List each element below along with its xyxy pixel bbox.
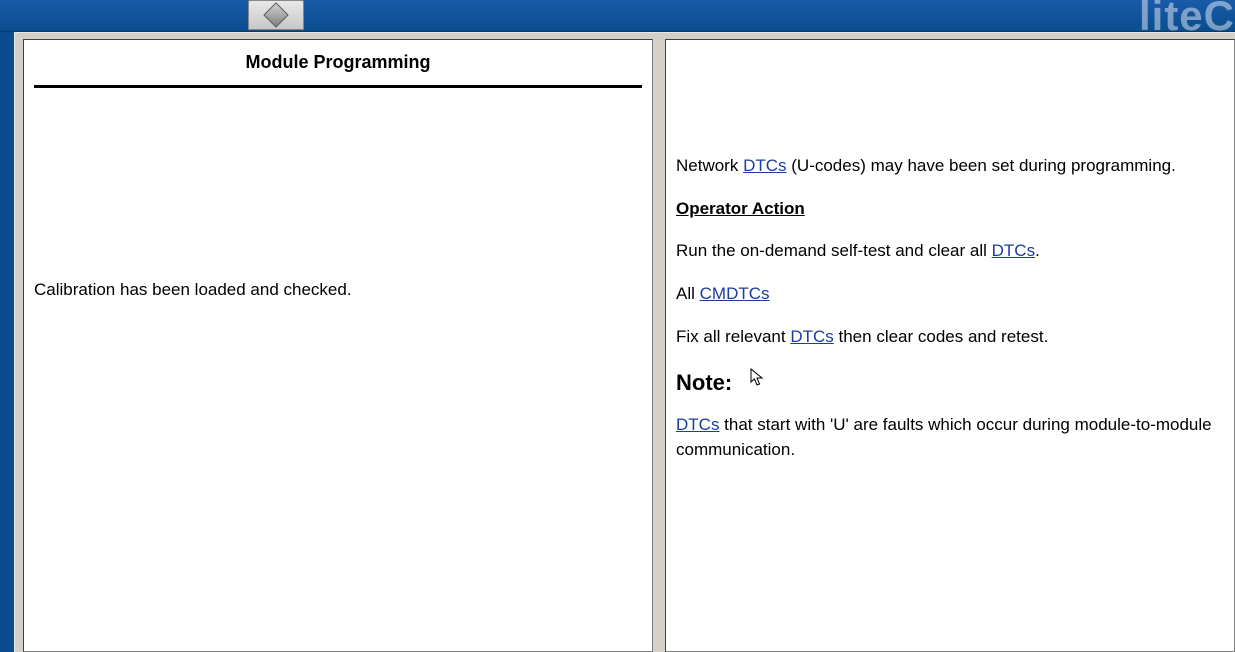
dtcs-link[interactable]: DTCs [790,327,833,346]
right-panel: Network DTCs (U-codes) may have been set… [665,39,1235,652]
text-fragment: All [676,284,700,303]
text-fragment: Fix all relevant [676,327,790,346]
right-content: Network DTCs (U-codes) may have been set… [676,52,1224,462]
network-dtcs-line: Network DTCs (U-codes) may have been set… [676,154,1224,179]
text-fragment: . [1035,241,1040,260]
text-fragment: then clear codes and retest. [834,327,1049,346]
toolbar-button[interactable] [248,0,304,30]
note-heading: Note: [676,367,1224,399]
cmdtcs-link[interactable]: CMDTCs [700,284,770,303]
operator-action-heading: Operator Action [676,197,805,222]
main-area: Module Programming Calibration has been … [14,32,1235,652]
panels-container: Module Programming Calibration has been … [23,39,1235,652]
title-divider [34,85,642,88]
dtcs-link[interactable]: DTCs [992,241,1035,260]
run-selftest-line: Run the on-demand self-test and clear al… [676,239,1224,264]
dtcs-link[interactable]: DTCs [676,415,719,434]
text-fragment: Run the on-demand self-test and clear al… [676,241,992,260]
text-fragment: Network [676,156,743,175]
diamond-icon [263,2,288,27]
all-cmdtcs-line: All CMDTCs [676,282,1224,307]
dtcs-link[interactable]: DTCs [743,156,786,175]
text-fragment: that start with 'U' are faults which occ… [676,415,1212,459]
text-fragment: (U-codes) may have been set during progr… [787,156,1176,175]
fix-relevant-line: Fix all relevant DTCs then clear codes a… [676,325,1224,350]
note-body: DTCs that start with 'U' are faults whic… [676,413,1224,462]
header-bar: liteC [0,0,1235,32]
left-panel: Module Programming Calibration has been … [23,39,653,652]
calibration-status: Calibration has been loaded and checked. [34,100,642,300]
left-panel-title: Module Programming [34,52,642,85]
